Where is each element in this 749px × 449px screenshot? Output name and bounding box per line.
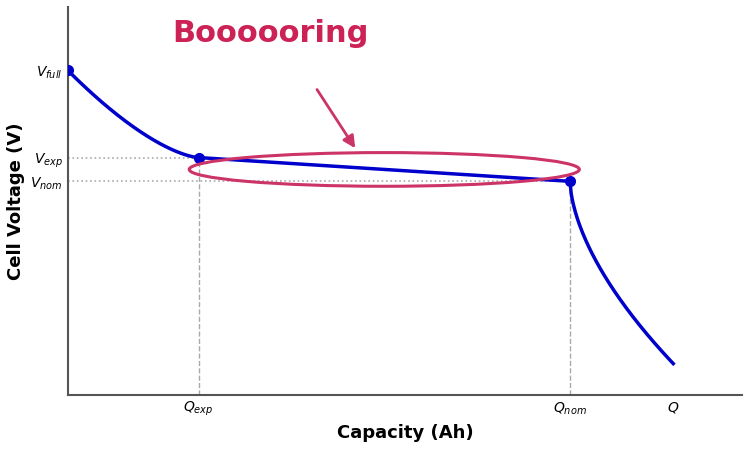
Text: Boooooring: Boooooring <box>172 18 369 48</box>
Y-axis label: Cell Voltage (V): Cell Voltage (V) <box>7 123 25 280</box>
X-axis label: Capacity (Ah): Capacity (Ah) <box>336 424 473 442</box>
